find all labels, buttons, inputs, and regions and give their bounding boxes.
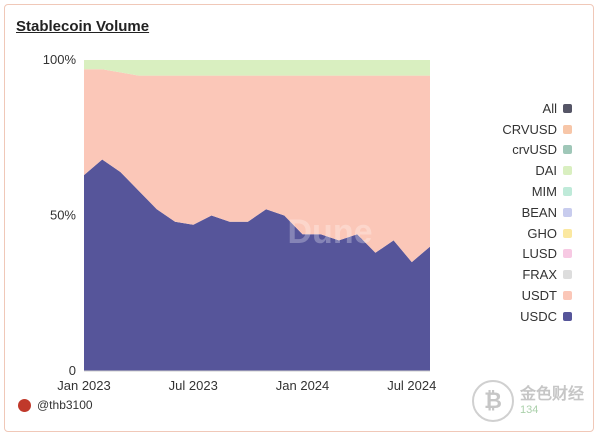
legend-swatch (563, 166, 572, 176)
y-tick-label: 100% (43, 52, 77, 67)
legend-swatch (563, 103, 572, 113)
comment-count: 134 (519, 404, 539, 416)
legend-label: USDC (520, 308, 557, 324)
area-usdt (84, 69, 430, 263)
chart-title: Stablecoin Volume (16, 18, 150, 35)
legend-swatch (563, 124, 572, 134)
legend-item[interactable]: BEAN (422, 202, 572, 223)
avatar (18, 398, 31, 412)
legend-label: LUSD (522, 246, 557, 262)
legend-swatch (563, 228, 572, 238)
x-tick-label: Jan 2023 (57, 378, 111, 393)
y-tick-label: 50% (50, 208, 76, 223)
legend-swatch (563, 187, 572, 197)
legend-item[interactable]: FRAX (422, 264, 572, 285)
legend-item[interactable]: USDT (422, 285, 572, 306)
legend-item[interactable]: MIM (422, 181, 572, 202)
bitcoin-logo-icon: ₿ (471, 380, 514, 422)
legend-swatch (563, 270, 572, 280)
legend-label: MIM (531, 184, 557, 200)
author: @thb3100 (18, 398, 93, 412)
legend-item[interactable]: crvUSD (422, 140, 572, 161)
legend-item[interactable]: DAI (422, 160, 572, 181)
legend-item[interactable]: All (422, 98, 572, 119)
legend-item[interactable]: USDC (422, 306, 572, 327)
legend-label: CRVUSD (502, 121, 557, 137)
legend-item[interactable]: GHO (422, 223, 572, 244)
legend-item[interactable]: CRVUSD (422, 119, 572, 140)
area-usdc (84, 159, 430, 371)
x-tick-label: Jan 2024 (276, 378, 330, 393)
legend-swatch (563, 311, 572, 321)
legend-label: All (542, 100, 557, 116)
legend-swatch (563, 291, 572, 301)
x-tick-label: Jul 2023 (169, 378, 218, 393)
legend-label: BEAN (521, 204, 557, 220)
legend-label: DAI (535, 163, 557, 179)
legend-label: GHO (527, 225, 557, 241)
dune-watermark: Dune (288, 213, 373, 251)
watermark-brand: 金色财经 (519, 386, 584, 403)
legend-label: USDT (521, 288, 557, 304)
legend-swatch (563, 145, 572, 155)
legend-label: FRAX (522, 267, 557, 283)
legend-item[interactable]: LUSD (422, 244, 572, 265)
legend-label: crvUSD (512, 142, 557, 158)
area-dai (84, 60, 430, 76)
author-handle[interactable]: @thb3100 (37, 398, 93, 412)
legend-swatch (563, 207, 572, 217)
legend: All CRVUSD crvUSD DAI MIM BEAN GHO LUSD FRAX USDT… (422, 98, 572, 327)
watermark: ₿ 金色财经 134 (471, 380, 584, 422)
watermark-text: 金色财经 134 (520, 386, 584, 416)
y-tick-label: 0 (69, 363, 76, 378)
legend-swatch (563, 249, 572, 259)
x-tick-label: Jul 2024 (387, 378, 436, 393)
